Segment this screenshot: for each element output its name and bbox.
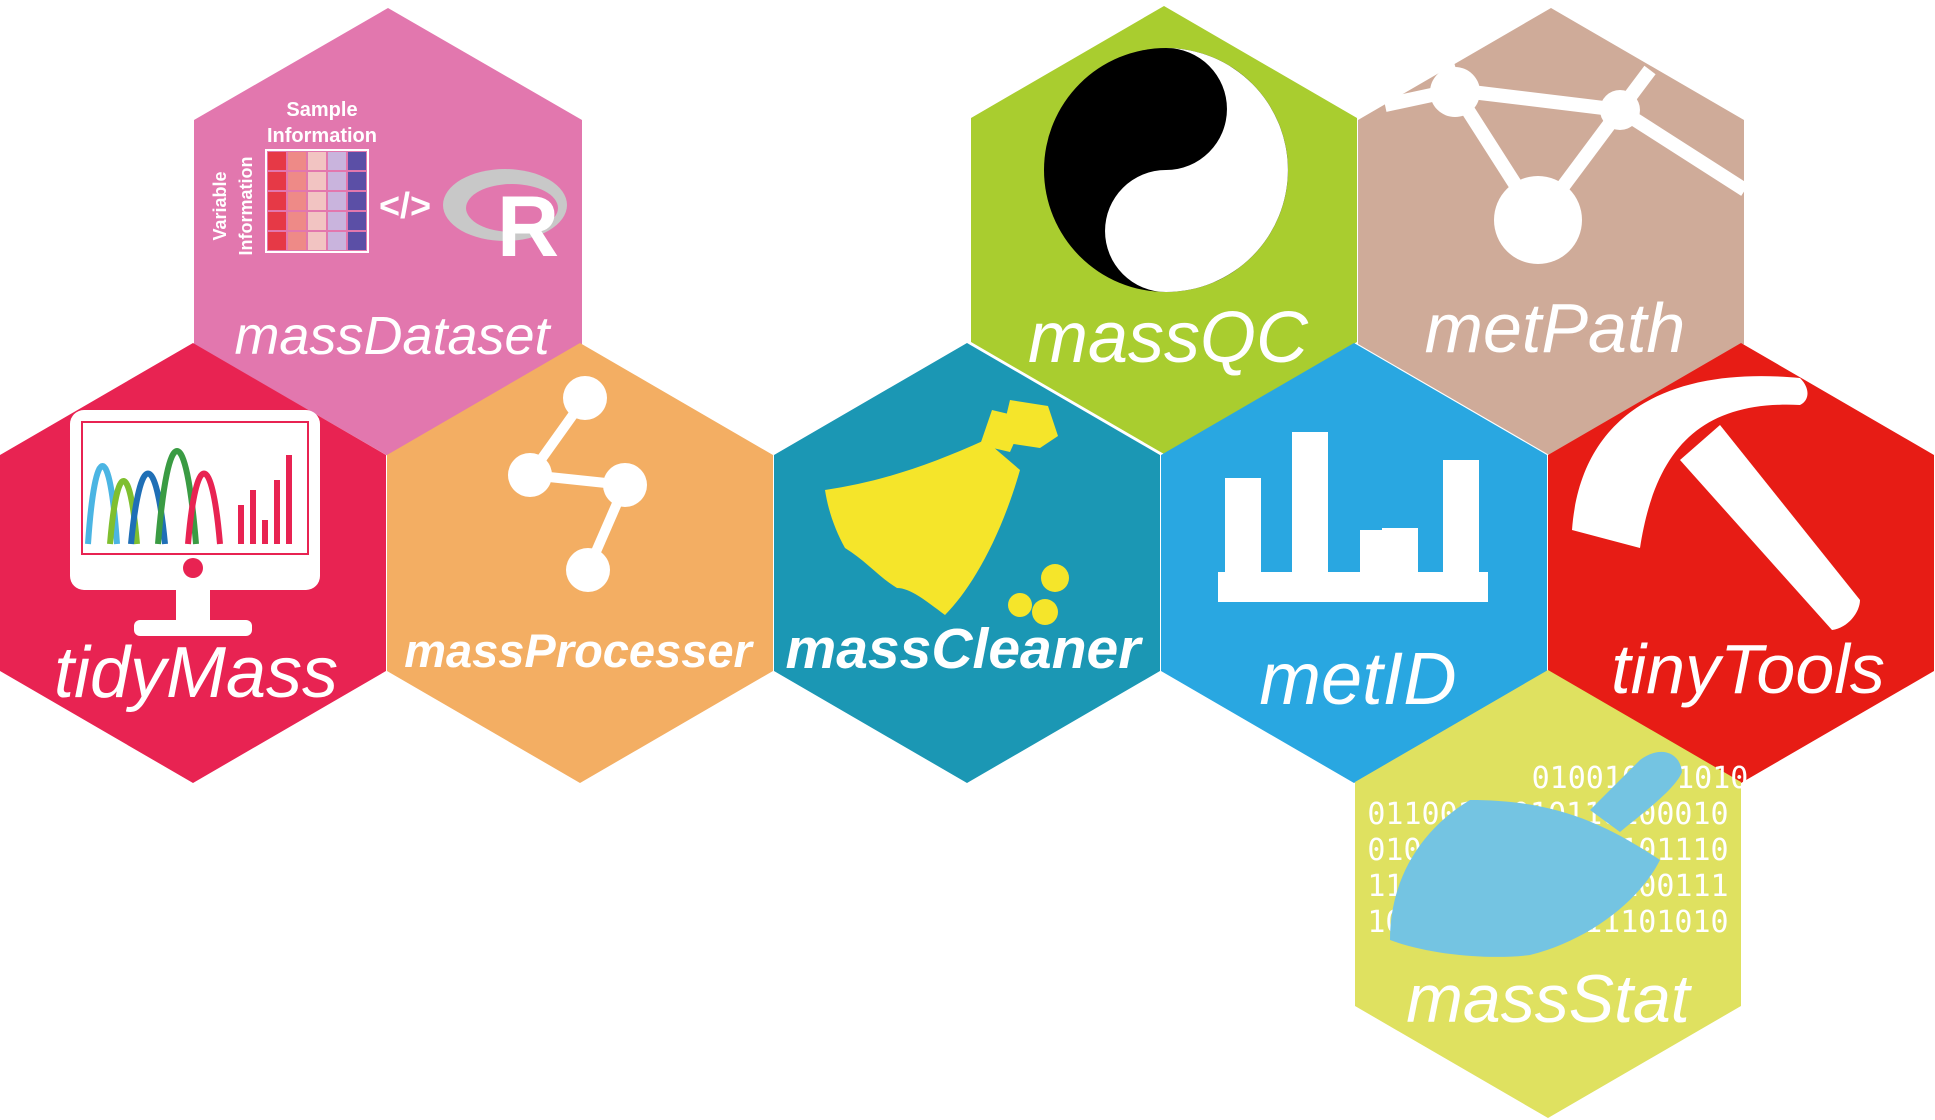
r-logo-icon: R [443, 169, 567, 275]
grid-border [265, 149, 369, 253]
hex-tinytools: tinyTools [1548, 343, 1934, 783]
grid-cell [288, 192, 306, 210]
grid-cell [308, 172, 326, 190]
hex-massstat: 0100101010100110010101011010001001001010… [1355, 670, 1748, 1118]
grid-cell [348, 152, 366, 170]
grid-cell [288, 172, 306, 190]
grid-cell [308, 232, 326, 250]
grid-cell [268, 192, 286, 210]
pathway-network-icon [1383, 37, 1749, 264]
massstat-label: massStat [1406, 961, 1693, 1037]
sample-information-label: Sample [286, 99, 357, 121]
grid-cell [348, 172, 366, 190]
massdataset-label: massDataset [234, 306, 551, 366]
broom-icon [825, 400, 1069, 625]
grid-cell [288, 152, 306, 170]
grid-cell [348, 232, 366, 250]
code-icon: </> [379, 185, 431, 226]
grid-cell [268, 232, 286, 250]
share-nodes-icon [508, 376, 647, 592]
grid-cell [268, 152, 286, 170]
grid-cell [288, 212, 306, 230]
tidymass-label: tidyMass [54, 633, 338, 713]
hex-massdataset-bg [194, 8, 582, 456]
variable-information-label-2: Information [236, 157, 256, 256]
svg-text:Q: Q [1094, 100, 1142, 169]
data-matrix-grid-icon [265, 149, 369, 253]
variable-information-label: Variable [210, 171, 230, 240]
hex-tidymass: tidyMass [0, 343, 386, 783]
hex-metpath: metPath [1358, 8, 1749, 456]
hex-metid: metID [1161, 343, 1547, 783]
hex-metid-bg [1161, 343, 1547, 783]
pickaxe-icon [1572, 376, 1860, 630]
hex-masscleaner: massCleaner [774, 343, 1160, 783]
hex-massqc: Q c massQC [971, 6, 1357, 454]
grid-cell [328, 152, 346, 170]
grid-cell [308, 212, 326, 230]
svg-text:c: c [1182, 200, 1219, 274]
grid-cell [268, 172, 286, 190]
metid-label: metID [1259, 637, 1456, 720]
svg-text:R: R [497, 179, 559, 275]
grid-cell [328, 232, 346, 250]
yin-yang-qc-icon: Q c [1044, 48, 1288, 292]
grid-cell [348, 192, 366, 210]
grid-cell [328, 212, 346, 230]
sample-information-label-2: Information [267, 125, 377, 147]
grid-cell [268, 212, 286, 230]
massqc-label: massQC [1028, 298, 1309, 378]
masscleaner-label: massCleaner [786, 617, 1144, 681]
spectrum-bars-icon [1218, 432, 1488, 602]
grid-cell [308, 192, 326, 210]
grid-cell [328, 172, 346, 190]
grid-cell [308, 152, 326, 170]
tinytools-label: tinyTools [1611, 630, 1885, 708]
trowel-icon [1390, 751, 1682, 957]
metpath-label: metPath [1425, 289, 1686, 367]
hex-massprocesser: massProcesser [387, 343, 773, 783]
monitor-chart-icon [70, 410, 320, 636]
hex-massdataset: Sample Information Variable Information … [194, 8, 582, 456]
grid-cell [328, 192, 346, 210]
grid-cell [348, 212, 366, 230]
grid-cell [288, 232, 306, 250]
massprocesser-label: massProcesser [404, 624, 754, 677]
